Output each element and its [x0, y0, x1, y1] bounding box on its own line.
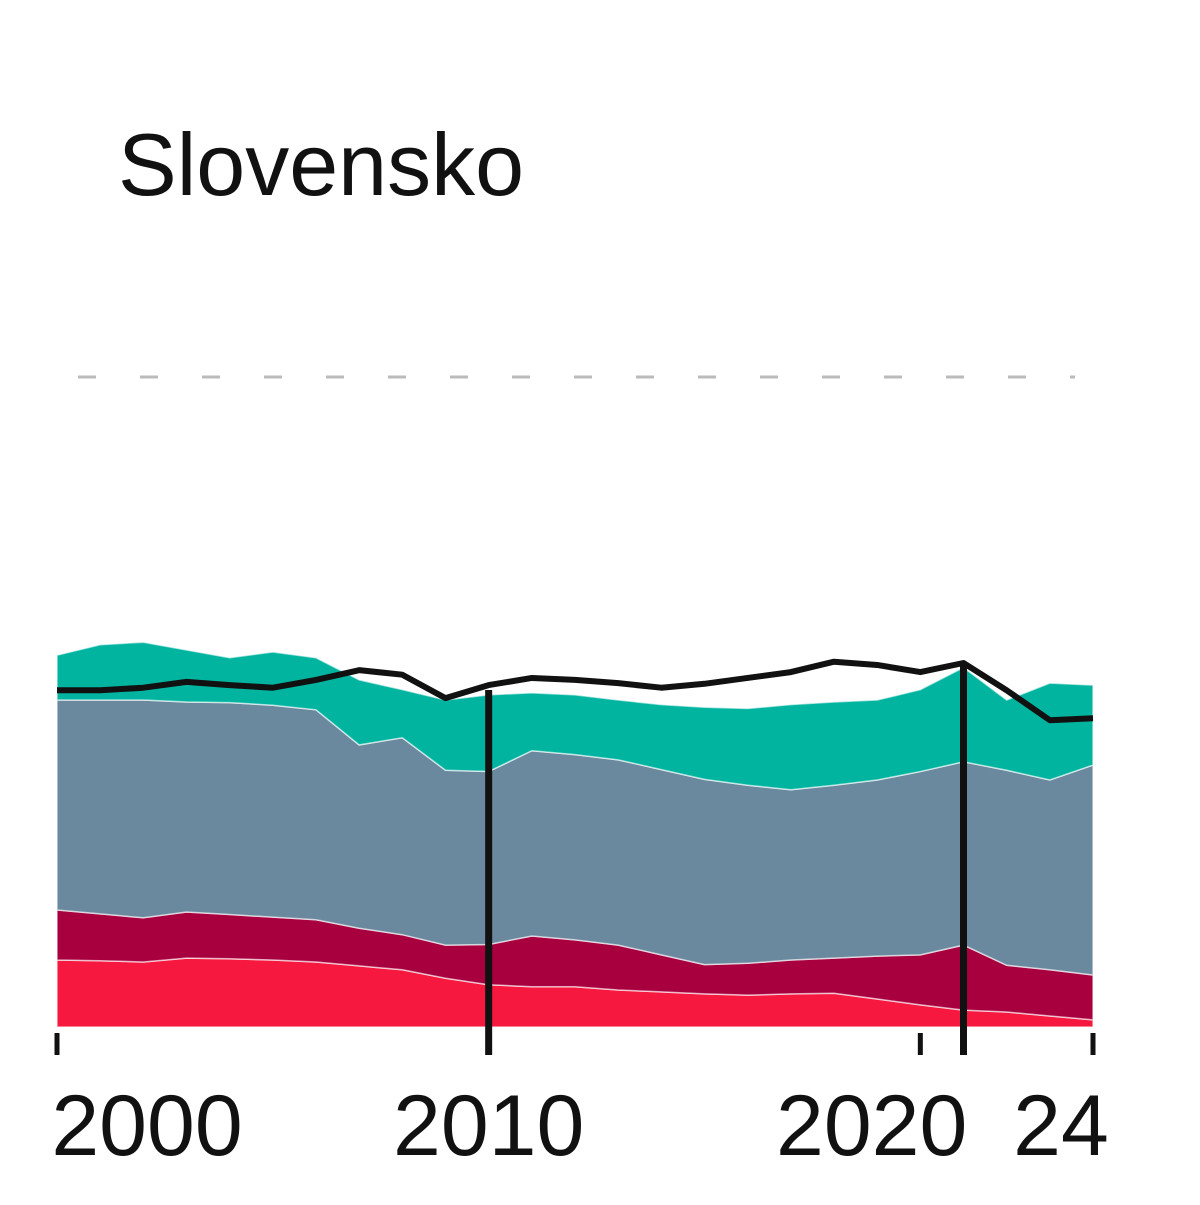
- total-line: [57, 658, 1094, 724]
- x-tick-label: 2010: [393, 1078, 584, 1174]
- x-tick-label: 2000: [51, 1078, 242, 1174]
- chart-title: Slovensko: [118, 115, 524, 214]
- x-tick-label: 2020: [776, 1078, 967, 1174]
- x-tick-label: 24: [1013, 1078, 1109, 1174]
